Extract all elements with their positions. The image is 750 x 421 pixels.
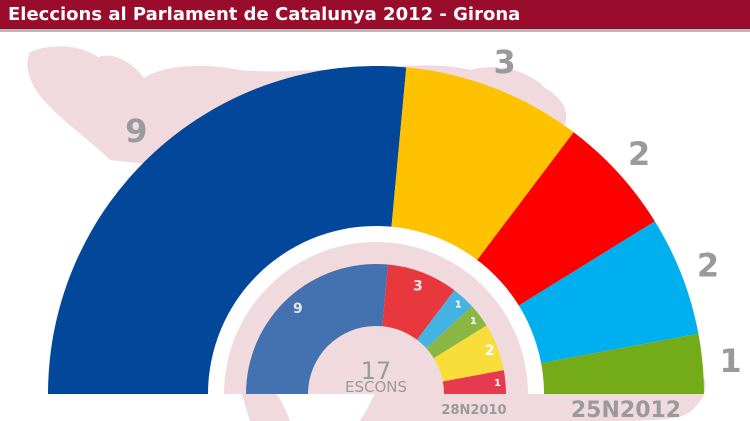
total-seats-label: ESCONS (345, 378, 407, 396)
seat-label-2012-2: 2 (628, 135, 650, 173)
seat-label-2010-5: 1 (494, 378, 501, 389)
seat-label-2012-3: 2 (697, 246, 719, 284)
chart-2010-hole (308, 326, 444, 394)
seat-label-2012-4: 1 (719, 342, 741, 380)
year-label-2012: 25N2012 (571, 398, 681, 421)
seat-label-2010-3: 1 (470, 316, 477, 327)
header-bar: Eleccions al Parlament de Catalunya 2012… (0, 0, 750, 32)
seat-label-2010-4: 2 (485, 343, 495, 359)
seat-label-2010-2: 1 (455, 299, 462, 310)
year-label-2010: 28N2010 (441, 403, 506, 418)
page-title: Eleccions al Parlament de Catalunya 2012… (8, 4, 521, 25)
seat-label-2010-0: 9 (293, 301, 303, 317)
total-seats-number: 17 (361, 357, 392, 385)
seat-label-2010-1: 3 (413, 279, 423, 295)
center-hole (308, 326, 444, 394)
seat-label-2012-0: 9 (125, 112, 147, 150)
seat-label-2012-1: 3 (493, 43, 515, 81)
